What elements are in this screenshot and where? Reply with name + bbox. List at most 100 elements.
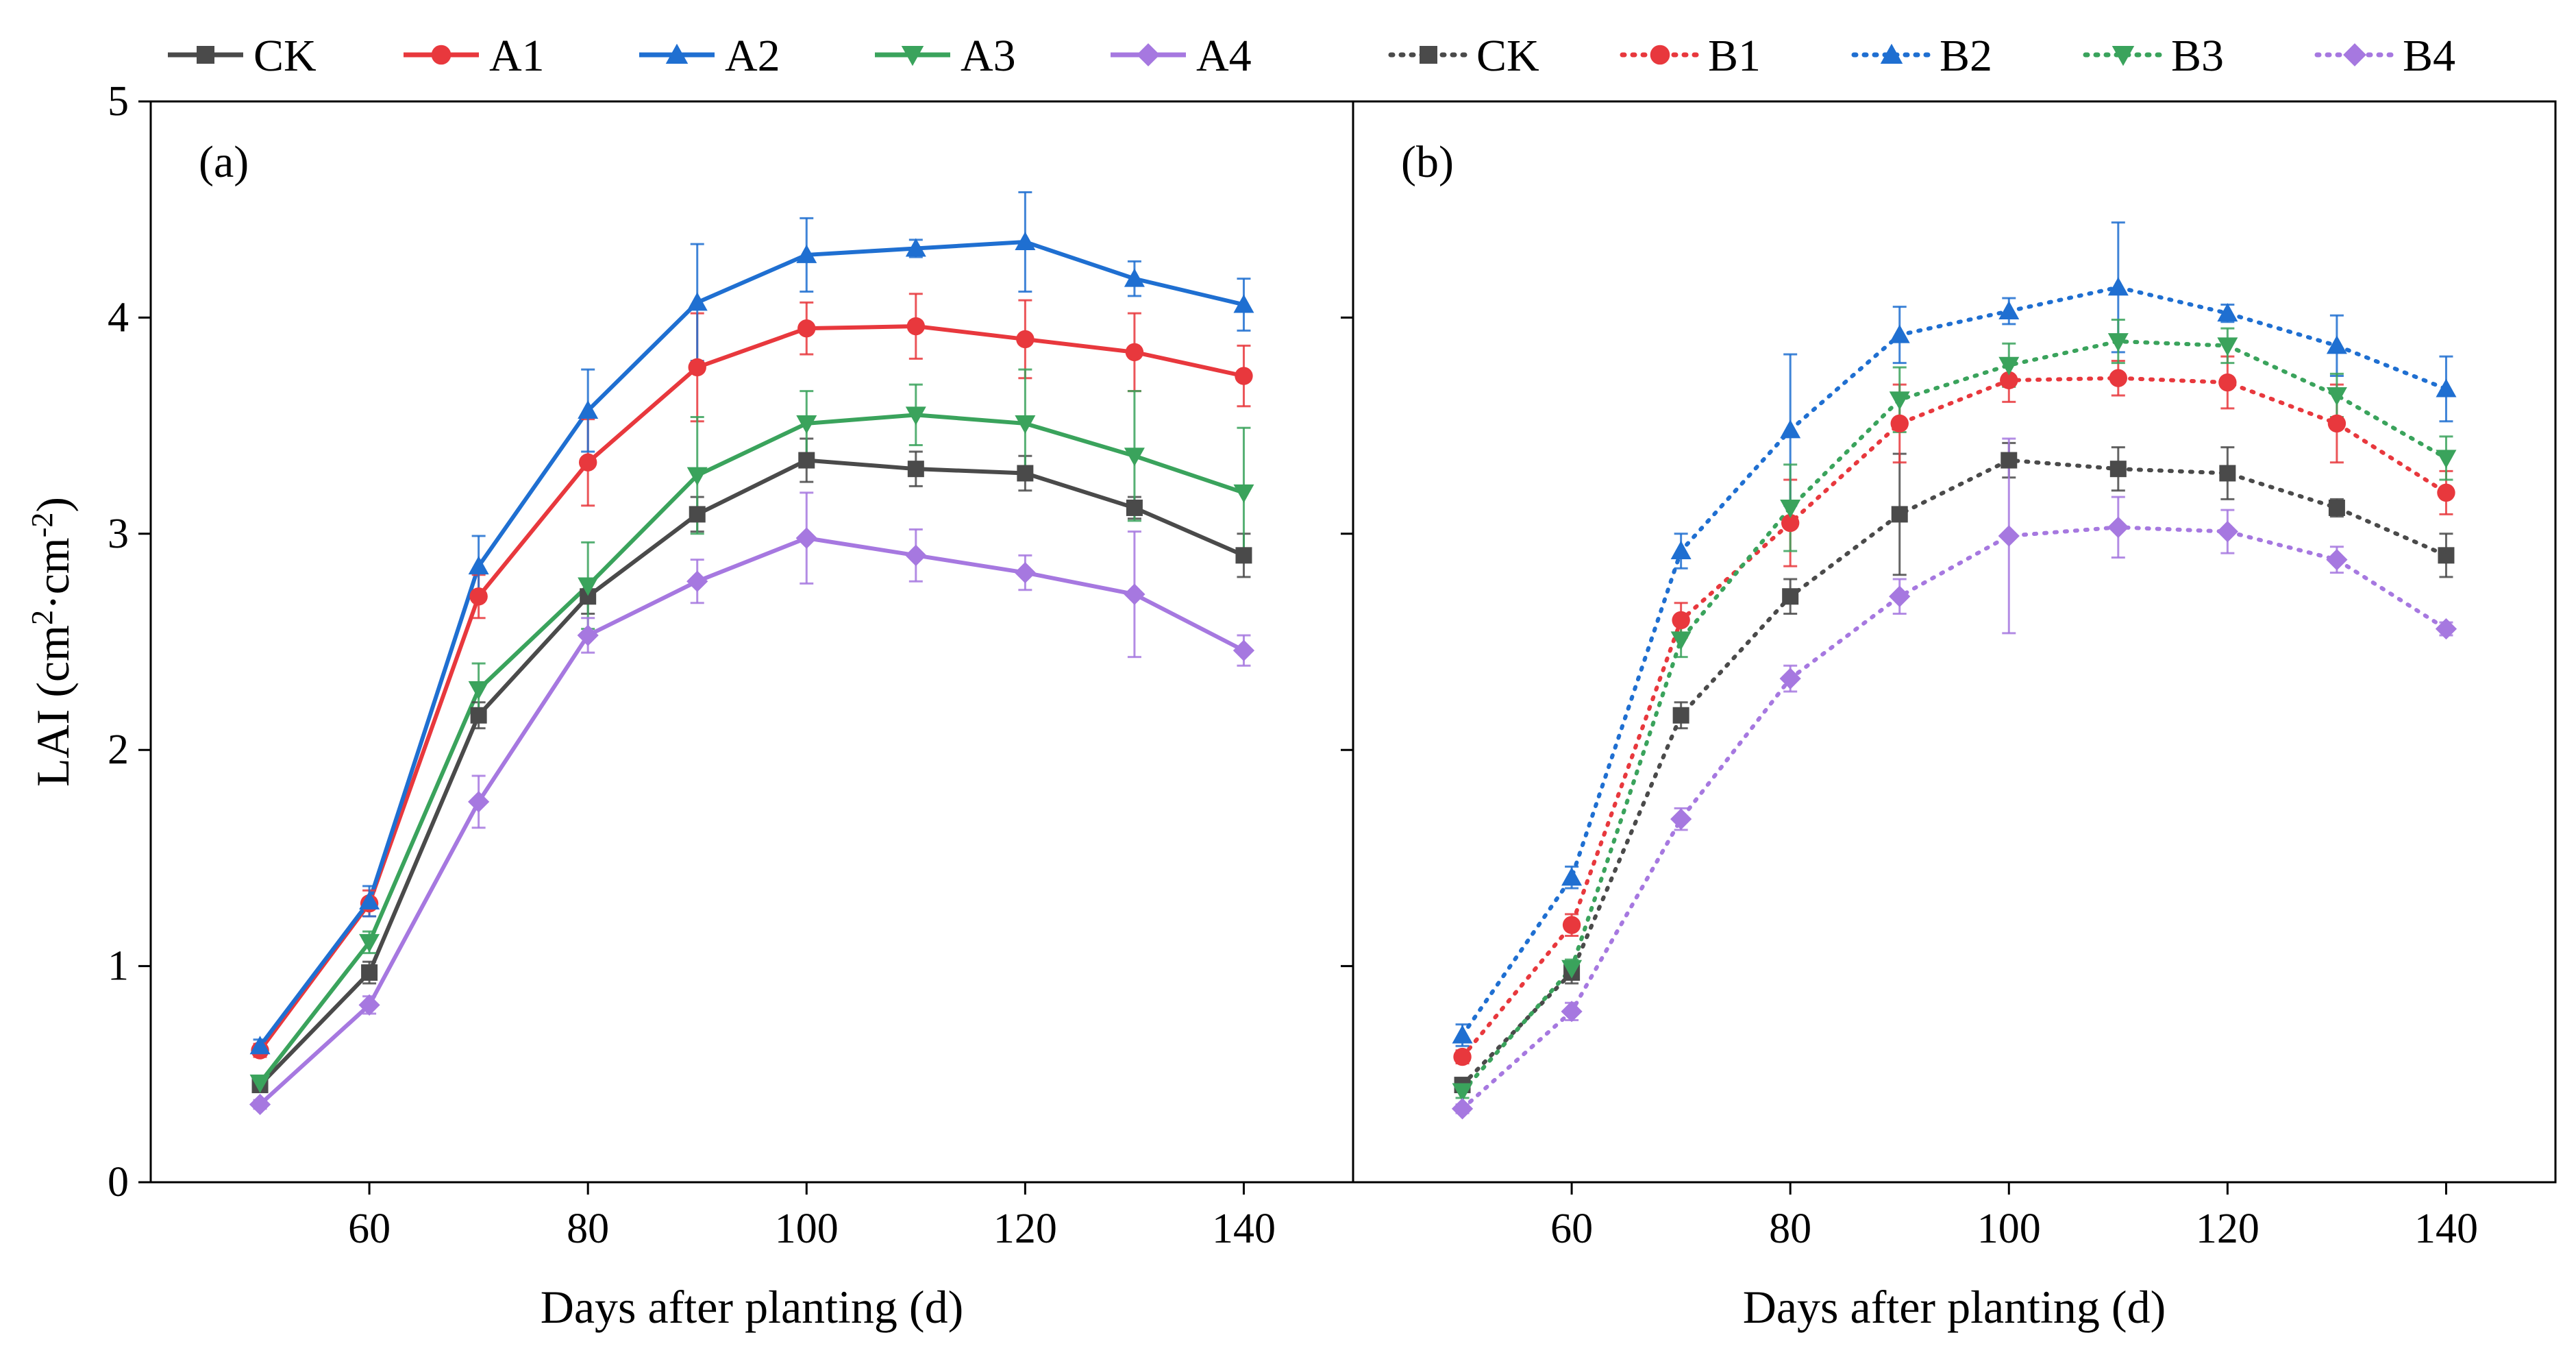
- series-line-A1: [258, 324, 1245, 1052]
- data-point-A1: [578, 453, 597, 472]
- data-point-B2: [2436, 378, 2457, 398]
- y-tick-label: 0: [108, 1159, 129, 1206]
- data-point-A3: [686, 467, 708, 486]
- legend-label-A1: A1: [489, 31, 545, 81]
- data-point-B3: [2107, 333, 2129, 352]
- data-point-A4: [577, 624, 599, 646]
- y-tick-label: 4: [108, 294, 129, 341]
- data-point-CK: [1126, 499, 1143, 516]
- data-point-A4: [686, 570, 708, 592]
- data-point-A2: [905, 238, 926, 257]
- data-point-A2: [686, 292, 708, 311]
- x-axis-title: Days after planting (d): [1743, 1281, 2166, 1333]
- legend-marker-B2: [1880, 43, 1903, 64]
- data-point-B1: [2109, 369, 2128, 387]
- legend-label-CK: CK: [1476, 31, 1539, 81]
- x-tick-label: 100: [1977, 1206, 2041, 1252]
- data-point-A3: [1124, 448, 1145, 467]
- data-point-A4: [1124, 583, 1145, 605]
- x-tick-label: 60: [348, 1206, 391, 1252]
- data-point-B3: [1889, 391, 1910, 411]
- data-point-A4: [468, 791, 490, 813]
- series-line-A3: [258, 413, 1245, 1084]
- plot-frame: [1352, 100, 2557, 1184]
- series-line-B4: [1460, 525, 2449, 1111]
- data-point-A4: [1233, 639, 1255, 661]
- data-point-CK: [2109, 461, 2127, 478]
- data-point-A2: [1233, 294, 1254, 313]
- data-point-A1: [1016, 330, 1035, 349]
- data-point-B3: [1998, 356, 2020, 376]
- y-tick-label: 2: [108, 726, 129, 773]
- data-point-CK: [470, 707, 487, 724]
- series-line-CK: [1460, 458, 2449, 1088]
- x-tick-label: 140: [1212, 1206, 1276, 1252]
- x-tick-label: 80: [567, 1206, 609, 1252]
- data-point-B2: [1561, 867, 1583, 886]
- plot-frames: [138, 100, 2557, 1195]
- data-point-CK: [798, 452, 815, 469]
- data-point-CK: [2328, 499, 2345, 516]
- data-point-B2: [1780, 419, 1801, 439]
- data-point-B1: [1890, 414, 1909, 433]
- data-point-B4: [2216, 521, 2238, 543]
- data-point-A4: [905, 544, 927, 566]
- data-point-CK: [1782, 588, 1799, 605]
- data-point-B2: [2326, 335, 2347, 354]
- panel-label: (a): [199, 137, 249, 187]
- legend-label-B1: B1: [1708, 31, 1761, 81]
- series-line-A2: [258, 240, 1245, 1048]
- legend: CK A1 A2 A3 A4 CK B1 B2 B3 B4: [168, 31, 2455, 81]
- data-point-CK: [1891, 506, 1908, 523]
- data-point-A3: [249, 1074, 271, 1093]
- legend-marker-B3: [2111, 46, 2135, 66]
- data-point-B1: [1781, 513, 1800, 533]
- data-point-B3: [2326, 387, 2347, 406]
- legend-label-B3: B3: [2171, 31, 2224, 81]
- legend-marker-CK: [1420, 46, 1437, 64]
- data-point-B4: [2326, 549, 2348, 571]
- series-line-CK: [258, 458, 1245, 1087]
- data-point-B1: [2000, 371, 2018, 390]
- data-point-B2: [1889, 324, 1910, 343]
- x-axis-title: Days after planting (d): [541, 1281, 963, 1333]
- y-axis-title: LAI (cm2·cm-2): [25, 497, 79, 787]
- data-point-A4: [249, 1093, 271, 1116]
- data-point-B2: [1670, 541, 1692, 560]
- data-point-B4: [1670, 808, 1692, 830]
- data-point-CK: [2438, 547, 2455, 564]
- data-point-A1: [688, 358, 706, 377]
- series-line-B1: [1460, 376, 2449, 1060]
- data-point-B1: [2327, 414, 2346, 433]
- legend-marker-A4: [1137, 43, 1160, 66]
- data-point-A4: [1014, 561, 1036, 584]
- x-tick-label: 60: [1550, 1206, 1593, 1252]
- legend-label-B2: B2: [1940, 31, 1992, 81]
- legend-label-B4: B4: [2403, 31, 2455, 81]
- legend-label-A2: A2: [725, 31, 780, 81]
- data-point-A3: [1233, 484, 1254, 503]
- data-point-B4: [2107, 516, 2129, 538]
- legend-marker-A2: [665, 43, 689, 64]
- data-point-CK: [1672, 707, 1689, 724]
- data-point-B2: [2217, 303, 2238, 322]
- data-point-A2: [1015, 232, 1036, 251]
- data-markers: [249, 232, 2457, 1120]
- legend-label-A3: A3: [961, 31, 1016, 81]
- data-point-A1: [797, 319, 816, 338]
- x-tick-label: 80: [1769, 1206, 1811, 1252]
- panel-label: (b): [1401, 137, 1454, 187]
- data-point-B4: [1561, 1001, 1583, 1023]
- legend-marker-B4: [2343, 43, 2366, 66]
- data-point-B4: [1779, 668, 1801, 689]
- data-point-A2: [1124, 268, 1145, 287]
- data-point-B3: [1452, 1083, 1473, 1102]
- data-point-A1: [906, 317, 926, 336]
- legend-marker-A1: [431, 45, 451, 65]
- data-point-A4: [795, 527, 817, 549]
- data-point-A2: [578, 400, 599, 419]
- data-point-B2: [1452, 1025, 1473, 1044]
- plot-frame: [149, 100, 1354, 1184]
- data-point-B1: [2437, 483, 2455, 502]
